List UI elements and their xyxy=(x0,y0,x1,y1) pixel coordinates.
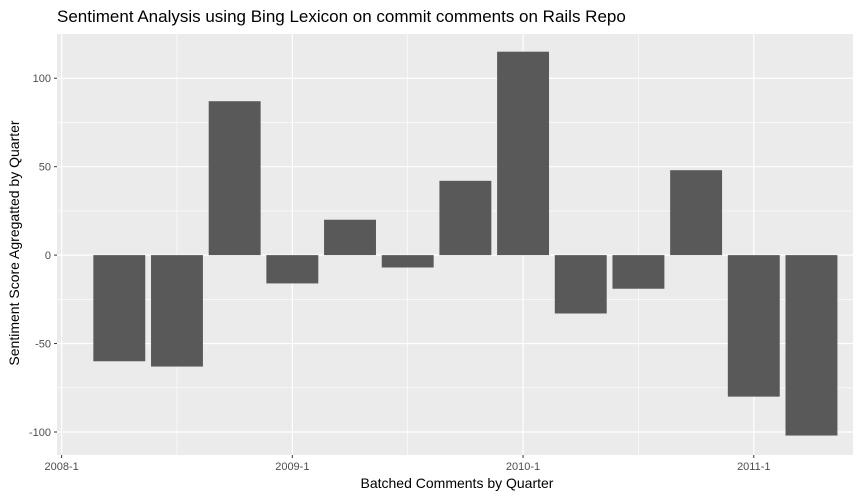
x-axis: 2008-1 2009-1 2010-1 2011-1 xyxy=(44,455,771,473)
bar xyxy=(93,255,146,362)
y-axis-title: Sentiment Score Agregatted by Quarter xyxy=(6,120,22,365)
x-tick-label: 2011-1 xyxy=(737,461,770,473)
y-tick-label: 50 xyxy=(39,162,51,174)
x-tick-label: 2008-1 xyxy=(44,461,78,473)
chart-title: Sentiment Analysis using Bing Lexicon on… xyxy=(57,7,626,26)
bar xyxy=(670,170,723,256)
y-tick-label: 0 xyxy=(45,250,51,262)
bar xyxy=(554,255,607,314)
bar xyxy=(266,255,319,284)
bar xyxy=(727,255,780,397)
bars xyxy=(93,51,838,436)
y-tick-label: -50 xyxy=(35,339,51,351)
bar xyxy=(439,180,492,256)
x-tick-label: 2009-1 xyxy=(275,461,309,473)
bar xyxy=(324,219,376,256)
bar xyxy=(151,255,203,367)
bar xyxy=(785,255,838,436)
bar xyxy=(497,51,550,256)
y-tick-label: -100 xyxy=(29,427,51,439)
x-tick-label: 2010-1 xyxy=(506,461,540,473)
x-axis-title: Batched Comments by Quarter xyxy=(361,475,554,491)
bar xyxy=(612,255,665,289)
bar xyxy=(208,101,261,256)
y-axis: -100 -50 0 50 100 xyxy=(29,73,57,439)
bar xyxy=(381,255,434,268)
y-tick-label: 100 xyxy=(33,73,51,85)
